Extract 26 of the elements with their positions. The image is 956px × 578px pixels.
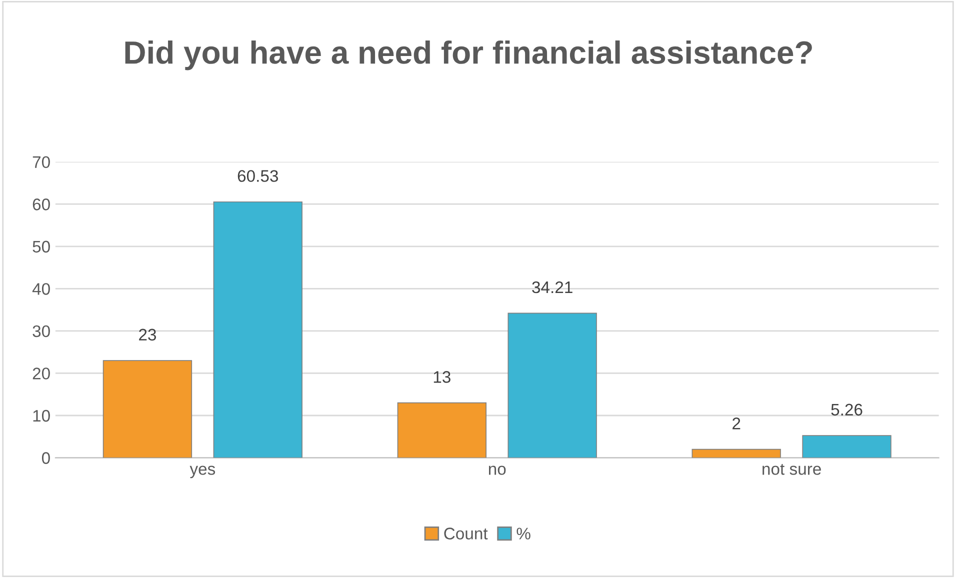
y-tick-label: 30 bbox=[32, 325, 50, 338]
legend-label: % bbox=[516, 528, 530, 540]
y-tick-label: 60 bbox=[32, 198, 50, 210]
x-tick-label: no bbox=[488, 466, 506, 475]
data-label: 23 bbox=[139, 328, 156, 341]
bar bbox=[692, 448, 781, 458]
bar bbox=[508, 312, 597, 458]
bar bbox=[102, 360, 192, 458]
data-label: 2 bbox=[732, 418, 740, 430]
bar bbox=[213, 201, 302, 458]
x-tick-label: yes bbox=[190, 466, 216, 478]
bar bbox=[397, 402, 486, 458]
data-label: 34.21 bbox=[532, 281, 572, 294]
chart-title: Did you have a need for financial assistance? bbox=[125, 40, 812, 70]
data-label: 60.53 bbox=[238, 170, 278, 182]
bar bbox=[802, 435, 892, 458]
y-tick-label: 10 bbox=[33, 410, 50, 422]
legend-label: Count bbox=[444, 528, 488, 540]
y-tick-label: 0 bbox=[42, 452, 50, 464]
y-tick-label: 50 bbox=[32, 240, 50, 253]
x-tick-label: not sure bbox=[762, 464, 821, 475]
data-label: 13 bbox=[434, 371, 450, 383]
y-tick-label: 40 bbox=[32, 283, 50, 295]
data-label: 5.26 bbox=[831, 404, 862, 416]
y-tick-label: 70 bbox=[32, 156, 50, 168]
y-tick-label: 20 bbox=[32, 368, 50, 380]
